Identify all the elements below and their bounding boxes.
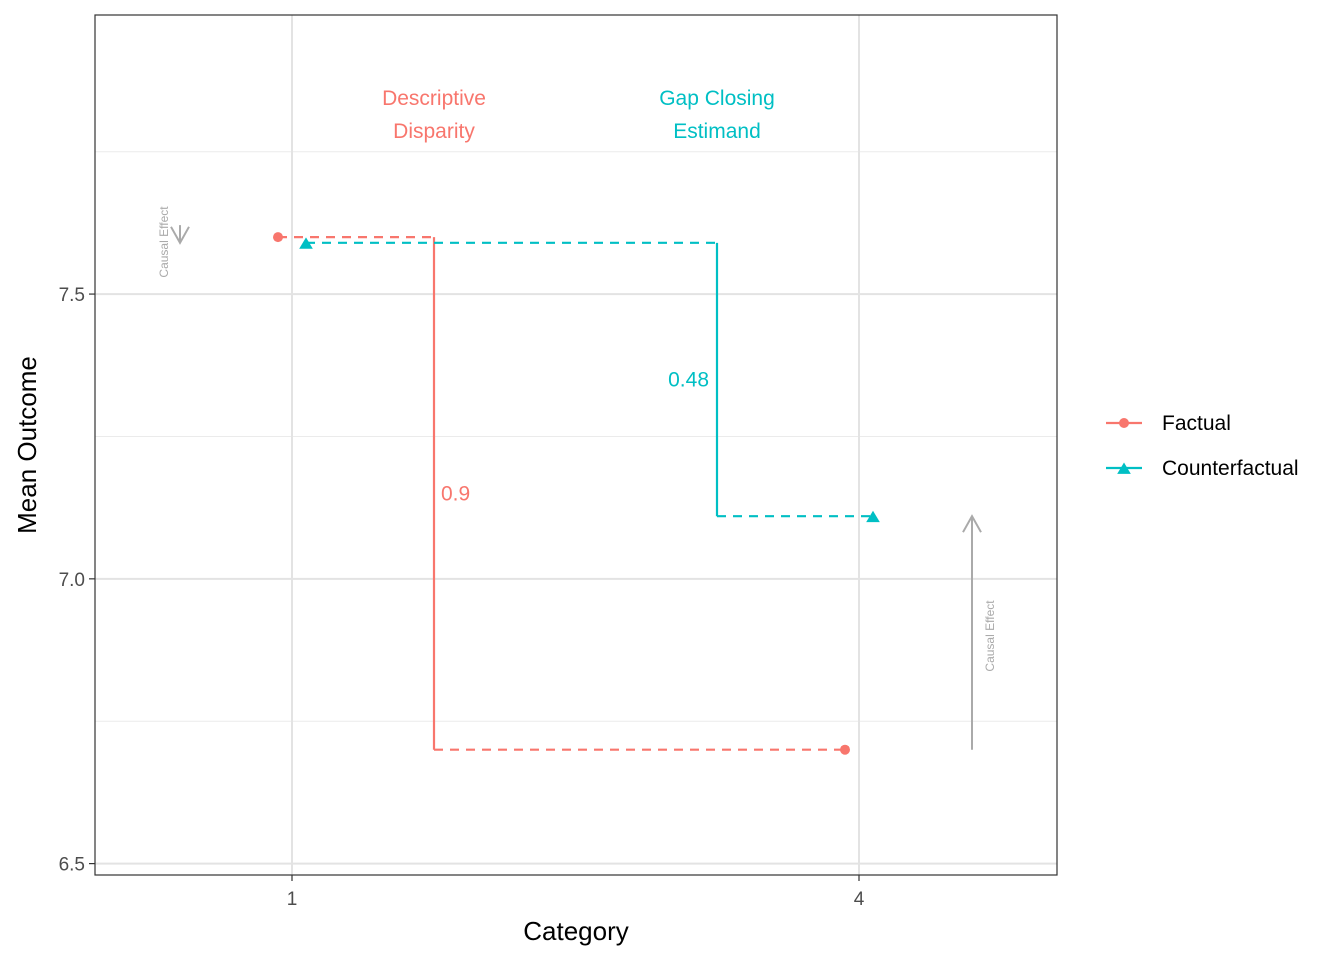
legend-key-circle (1119, 418, 1129, 428)
x-axis-title: Category (523, 916, 629, 946)
plot-panel (94, 14, 1058, 876)
gap-closing-value: 0.48 (668, 369, 709, 392)
counterfactual-point (866, 510, 880, 523)
causal-effect-label: Causal Effect (157, 206, 171, 278)
causal-effect-arrow-head (962, 514, 982, 533)
panel-border (94, 14, 1058, 876)
descriptive-disparity-label-line1: Descriptive (382, 87, 486, 110)
x-tick-label: 1 (287, 889, 298, 910)
y-tick-label: 7.0 (59, 570, 85, 591)
causal-effect-arrow-head (170, 226, 190, 245)
y-tick-label: 7.5 (59, 285, 85, 306)
x-tick-label: 4 (854, 889, 865, 910)
gap-closing-label-line2: Estimand (673, 120, 761, 143)
factual-point (840, 744, 850, 755)
legend-item-counterfactual: Counterfactual (1106, 457, 1299, 480)
y-axis-title: Mean Outcome (12, 356, 42, 534)
legend-label: Factual (1162, 412, 1231, 435)
descriptive-disparity-label-line2: Disparity (393, 120, 475, 143)
legend-item-factual: Factual (1106, 412, 1231, 435)
descriptive-disparity-value: 0.9 (441, 482, 470, 505)
legend-key-triangle (1117, 462, 1131, 474)
y-tick-label: 6.5 (59, 855, 85, 876)
factual-point (273, 232, 283, 243)
counterfactual-point (299, 237, 313, 249)
legend: Factual Counterfactual (1106, 412, 1299, 480)
legend-label: Counterfactual (1162, 457, 1299, 480)
gap-closing-label-line1: Gap Closing (659, 87, 775, 110)
axes: Category Mean Outcome 6.5 7.0 7.5 1 4 (12, 285, 865, 946)
causal-effect-label: Causal Effect (983, 600, 997, 672)
chart-marks: 0.9 0.48 Descriptive Disparity Gap Closing Es… (157, 87, 997, 755)
